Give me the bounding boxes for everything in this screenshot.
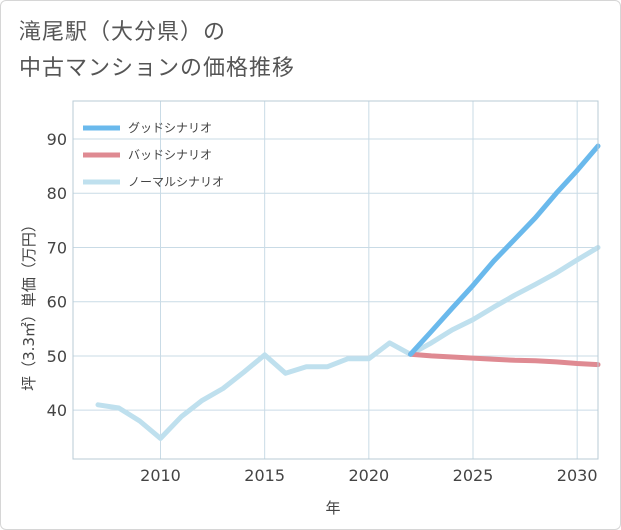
series-line-1 [408, 143, 601, 357]
y-axis-label: 坪（3.3㎡）単価（万円） [20, 217, 38, 391]
tick-labels: 40 50 60 70 80 90 2010 2015 2020 2025 2030 [47, 130, 598, 485]
legend-label-1: グッドシナリオ [128, 121, 212, 135]
y-tick-label: 50 [47, 347, 67, 366]
legend-label-3: ノーマルシナリオ [128, 175, 224, 189]
page-title: 滝尾駅（大分県）の 中古マンションの価格推移 [19, 15, 295, 87]
y-tick-label: 80 [47, 184, 67, 203]
series-layer [95, 143, 601, 441]
legend-label-2: バッドシナリオ [128, 148, 212, 162]
x-tick-label: 2025 [453, 466, 494, 485]
y-tick-label: 40 [47, 401, 67, 420]
plot-frame-layer [72, 100, 599, 460]
x-tick-label: 2020 [348, 466, 389, 485]
x-axis-label: 年 [325, 499, 340, 517]
y-tick-label: 60 [47, 293, 67, 312]
title-line-2: 中古マンションの価格推移 [19, 56, 296, 81]
plot-frame [72, 100, 599, 460]
grid-lines [73, 101, 598, 459]
series-line-3 [95, 245, 601, 441]
x-tick-label: 2030 [557, 466, 598, 485]
y-tick-label: 70 [47, 238, 67, 257]
x-tick-label: 2015 [244, 466, 285, 485]
title-line-1: 滝尾駅（大分県）の [19, 20, 227, 45]
x-tick-label: 2010 [140, 466, 181, 485]
series-line-2 [408, 351, 601, 368]
y-tick-label: 90 [47, 130, 67, 149]
